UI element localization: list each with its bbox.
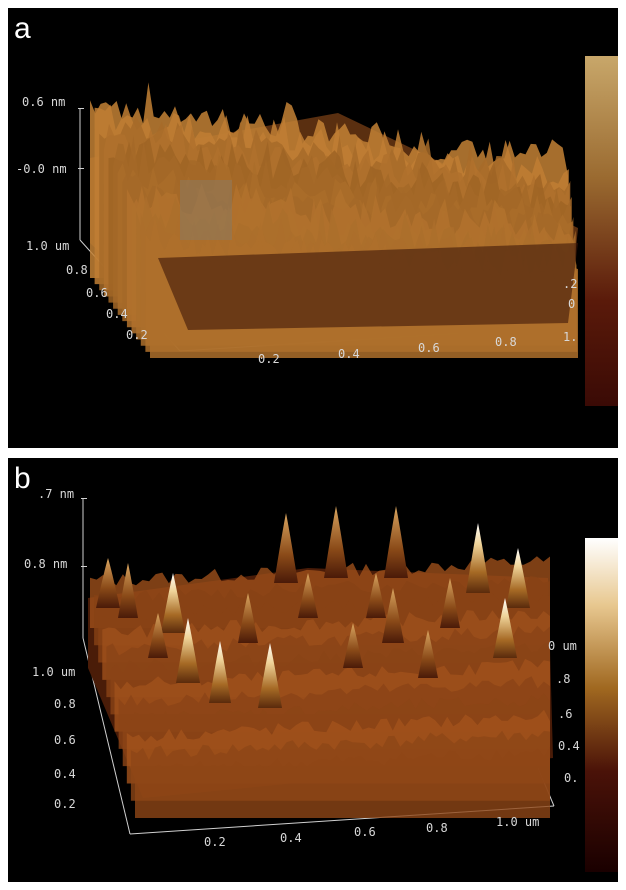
surface-peak-b — [298, 573, 318, 618]
x-tick-b-3: 0.8 — [426, 821, 448, 835]
right-tick-a-1: 0 — [568, 297, 576, 311]
surface-front-a — [158, 243, 578, 330]
surface-peak-b — [118, 563, 138, 618]
y-tick-b-3: 0.4 — [54, 767, 76, 781]
y-tick-a-1: 0.8 — [66, 263, 88, 277]
surface-peak-b — [440, 578, 460, 628]
x-tick-b-1: 0.4 — [280, 831, 302, 845]
surface-peak-b — [161, 573, 185, 633]
x-tick-a-2: 0.6 — [418, 341, 440, 355]
surface-peak-b — [258, 643, 282, 708]
right-tick-b-3: 0.4 — [558, 739, 580, 753]
x-tick-a-0: 0.2 — [258, 352, 280, 366]
right-tick-b-4: 0. — [564, 771, 579, 785]
x-tick-b-2: 0.6 — [354, 825, 376, 839]
y-tick-a-4: 0.2 — [126, 328, 148, 342]
z-axis-mid-label-b: 0.8 nm — [24, 557, 68, 571]
y-tick-a-2: 0.6 — [86, 286, 108, 300]
surface-peak-b — [384, 506, 408, 578]
x-tick-a-3: 0.8 — [495, 335, 517, 349]
surface-peak-b — [366, 573, 386, 618]
tick-marks-b — [81, 498, 87, 567]
right-tick-b-1: .8 — [556, 672, 571, 686]
afm-panel-a: a 0.6 nm -0.0 nm 1.0 um 0.8 0.6 0.4 0.2 … — [8, 8, 618, 448]
panel-label-a: a — [14, 12, 31, 45]
x-tick-a-4: 1. — [563, 330, 578, 344]
surface-peak-b — [493, 598, 517, 658]
y-tick-a-3: 0.4 — [106, 307, 128, 321]
y-tick-b-1: 0.8 — [54, 697, 76, 711]
y-tick-b-0: 1.0 um — [32, 665, 76, 679]
surface-peak-b — [324, 506, 348, 578]
right-tick-b-2: .6 — [558, 707, 573, 721]
surface-peak-b — [274, 513, 298, 583]
surface-patch-a — [180, 180, 232, 240]
right-tick-a-0: .2 — [563, 277, 578, 291]
surface-peak-b — [96, 558, 120, 608]
afm-render-a — [78, 56, 618, 406]
z-axis-top-label-b: .7 nm — [38, 487, 75, 501]
z-axis-top-label-a: 0.6 nm — [22, 95, 66, 109]
surface-peak-b — [506, 548, 530, 608]
y-tick-b-4: 0.2 — [54, 797, 76, 811]
surface-ridge-b — [135, 746, 550, 818]
afm-render-b — [81, 498, 618, 872]
surface-peak-b — [238, 593, 258, 643]
surface-peak-b — [466, 523, 490, 593]
afm-panel-b: b .7 nm 0.8 nm 1.0 um 0.8 0.6 0.4 0.2 0.… — [8, 458, 618, 882]
surface-peak-b — [382, 588, 404, 643]
surface-peak-b — [209, 641, 231, 703]
surface-peak-b — [148, 613, 168, 658]
colorbar-a — [585, 56, 618, 406]
y-tick-a-0: 1.0 um — [26, 239, 70, 253]
z-axis-mid-label-a: -0.0 nm — [16, 162, 67, 176]
x-tick-a-1: 0.4 — [338, 347, 360, 361]
tick-marks-a — [78, 108, 84, 169]
y-tick-b-2: 0.6 — [54, 733, 76, 747]
surface-b — [88, 506, 553, 818]
surface-peak-b — [418, 630, 438, 678]
right-tick-b-0: 0 um — [548, 639, 577, 653]
surface-peak-b — [343, 623, 363, 668]
x-tick-b-4: 1.0 um — [496, 815, 540, 829]
surface-peak-b — [176, 618, 200, 683]
x-tick-b-0: 0.2 — [204, 835, 226, 849]
surface-a — [90, 82, 578, 358]
panel-label-b: b — [14, 462, 31, 495]
colorbar-b — [585, 538, 618, 872]
